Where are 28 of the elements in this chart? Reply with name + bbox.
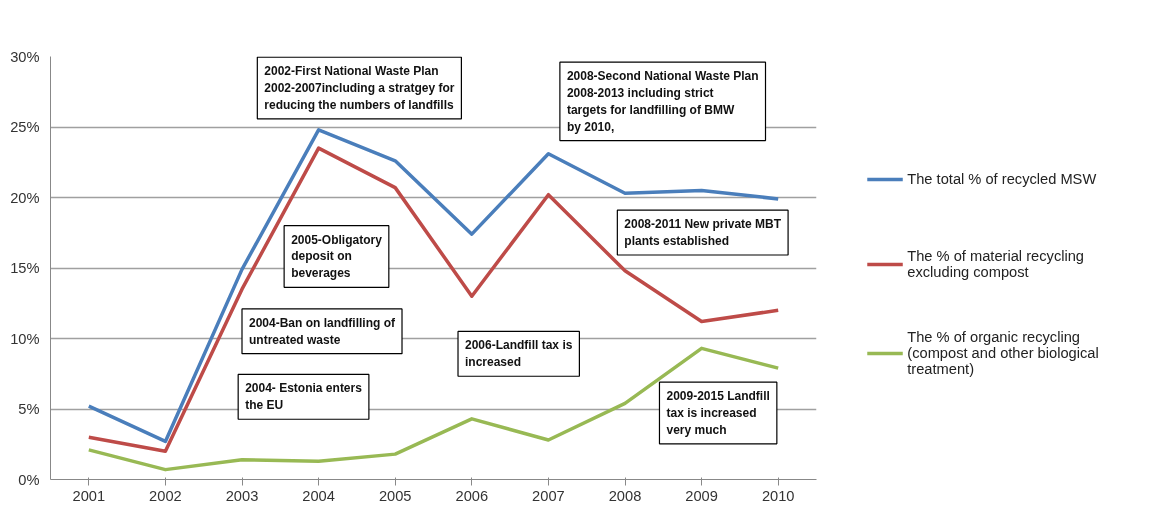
x-tick-label: 2001 <box>72 487 106 504</box>
y-tick-label: 20% <box>10 189 40 206</box>
legend-label: The total % of recycled MSW <box>907 169 1097 189</box>
x-tick-label: 2002 <box>149 487 182 504</box>
legend-label: The % of organic recycling (compost and other biological treatment) <box>907 328 1099 377</box>
x-tick-label: 2005 <box>378 487 412 504</box>
annotation: 2008-2011 New private MBT plants established <box>624 217 782 248</box>
x-tick-label: 2004 <box>302 487 335 504</box>
legend-label: The % of material recycling excluding compost <box>907 246 1085 282</box>
annotation: 2004-Ban on landfilling of untreated waste <box>249 315 397 347</box>
annotation: 2004- Estonia enters the EU <box>245 381 363 413</box>
x-tick-label: 2007 <box>532 487 565 504</box>
annotation: 2008-Second National Waste Plan 2008-2013 including strict targets for landfilling of BMW by 2010, <box>566 69 759 134</box>
x-tick-label: 2003 <box>225 487 259 504</box>
x-tick-label: 2009 <box>685 487 718 504</box>
y-tick-label: 30% <box>10 48 40 65</box>
x-tick-label: 2006 <box>455 487 489 504</box>
y-tick-label: 10% <box>10 330 40 347</box>
y-tick-label: 5% <box>18 401 40 417</box>
annotation: 2002-First National Waste Plan 2002-2007including a stratgey for reducing the numbers of landfills <box>264 64 455 112</box>
annotation: 2009-2015 Landfill tax is increased very much <box>666 389 770 437</box>
annotation: 2006-Landfill tax is increased <box>465 338 573 370</box>
y-tick-label: 15% <box>10 260 40 276</box>
x-tick-label: 2010 <box>761 487 795 504</box>
x-tick-label: 2008 <box>608 487 642 504</box>
y-tick-label: 25% <box>10 119 40 135</box>
y-tick-label: 0% <box>18 471 40 488</box>
annotation: 2005-Obligatory deposit on beverages <box>291 232 383 281</box>
